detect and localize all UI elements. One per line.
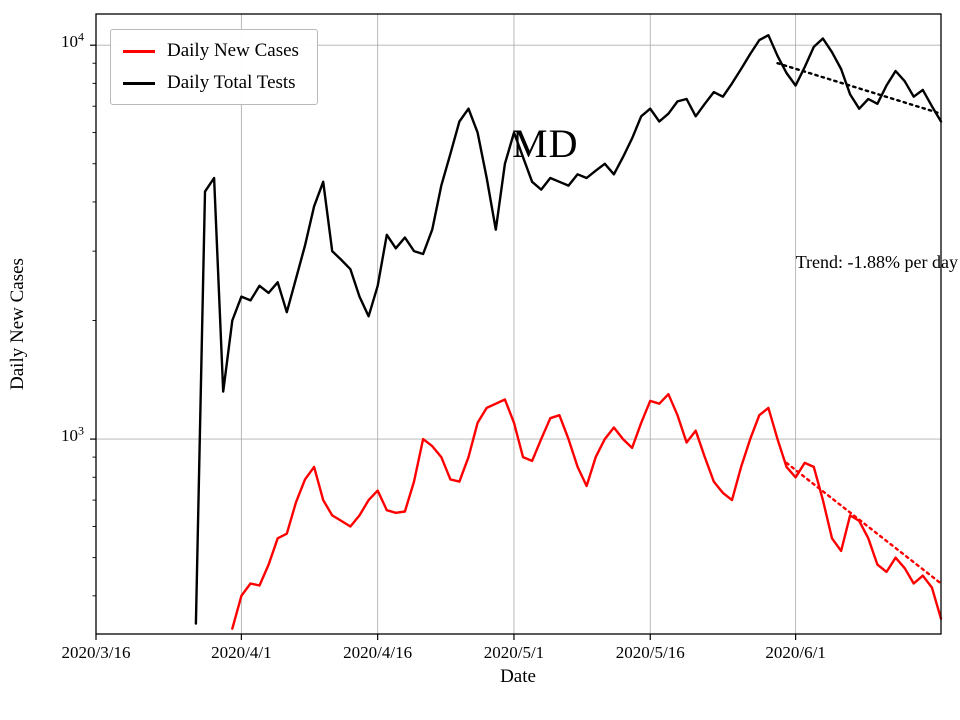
x-tick-label: 2020/6/1 (765, 643, 826, 662)
x-tick-label: 2020/5/1 (483, 643, 545, 662)
series-line-daily-new-cases (231, 393, 943, 630)
y-axis-label: Daily New Cases (7, 258, 28, 390)
state-annotation: MD (512, 121, 579, 166)
legend-line-swatch (123, 81, 155, 85)
series-line-daily-total-tests (194, 34, 943, 625)
y-tick-label: 103 (61, 423, 84, 446)
trend-annotation: Trend: -1.88% per day (795, 252, 958, 272)
y-tick-label: 104 (61, 29, 84, 52)
axes-frame (95, 13, 942, 635)
legend-item: Daily New Cases (123, 40, 299, 62)
series-line-daily-total-tests-trend (776, 62, 943, 115)
series-line-daily-new-cases-trend (785, 461, 943, 585)
x-tick-label: 2020/4/16 (343, 643, 413, 662)
x-tick-label: 2020/4/1 (211, 643, 272, 662)
x-tick-label: 2020/5/16 (615, 643, 685, 662)
legend-item: Daily Total Tests (123, 72, 299, 94)
x-axis-label: Date (500, 666, 536, 687)
legend-label: Daily New Cases (167, 40, 299, 61)
legend-line-swatch (123, 49, 155, 53)
legend-label: Daily Total Tests (167, 72, 296, 93)
x-tick-label: 2020/3/16 (61, 643, 131, 662)
legend: Daily New Cases Daily Total Tests (110, 29, 318, 105)
